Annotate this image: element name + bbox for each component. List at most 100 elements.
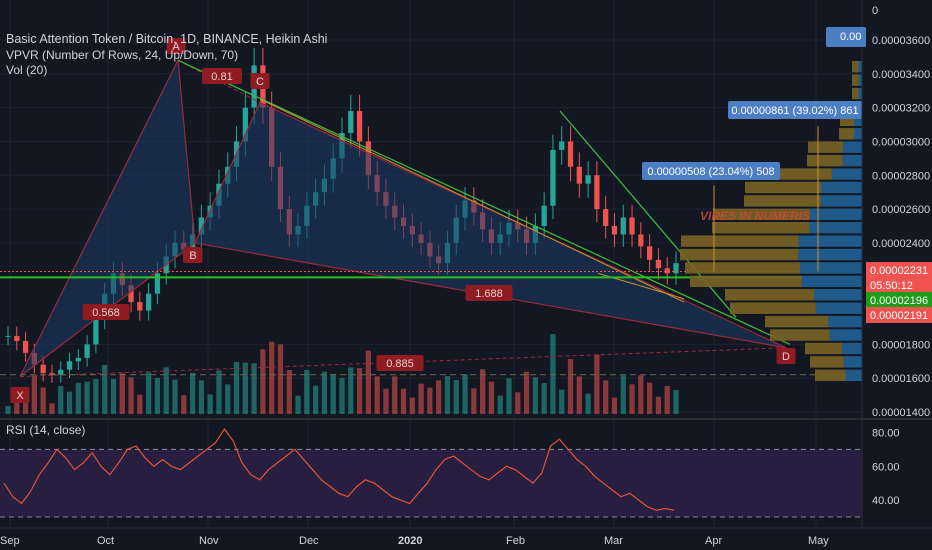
volume-profile-down — [852, 61, 859, 73]
price-tick-label: 0.00003200 — [872, 103, 930, 115]
point-d-label: D — [782, 351, 790, 363]
volume-bar — [128, 377, 134, 414]
volume-profile-up — [858, 87, 862, 100]
vpvr-indicator-label[interactable]: VPVR (Number Of Rows, 24, Up/Down, 70) — [6, 48, 239, 62]
current-price-badge-bg — [866, 262, 932, 278]
watermark-text: VIRES IN NUMERIS — [700, 209, 810, 223]
volume-bar — [137, 394, 143, 414]
trendline-green — [177, 59, 791, 345]
candle-body — [620, 217, 626, 235]
time-axis-label: Apr — [705, 535, 722, 547]
rsi-band — [0, 449, 862, 517]
volume-profile-down — [770, 329, 830, 341]
volume-profile-up — [843, 356, 862, 368]
volume-profile-down — [690, 275, 802, 288]
volume-bar — [145, 372, 152, 414]
candle-body — [5, 335, 11, 337]
volume-profile-up — [800, 262, 862, 274]
volume-bar — [559, 389, 565, 414]
candle-body — [58, 369, 64, 375]
volume-bar — [532, 377, 539, 414]
volume-bar — [233, 362, 240, 414]
candle-body — [664, 268, 670, 274]
volume-bar — [673, 390, 679, 414]
volume-profile-up — [815, 302, 862, 314]
volume-profile-down — [807, 154, 843, 167]
volume-profile-down — [808, 141, 844, 153]
candle-body — [128, 285, 134, 303]
price-tick-label: 0.00001400 — [872, 407, 930, 419]
volume-bar — [49, 403, 55, 414]
volume-bar — [277, 344, 284, 414]
candle-body — [14, 335, 20, 341]
price-tick-label: 0.00002800 — [872, 170, 930, 182]
volume-bar — [189, 373, 196, 414]
volume-bar — [269, 341, 275, 414]
candle-body — [646, 246, 653, 260]
volume-bar — [515, 392, 521, 414]
target-tooltip-2: 0.00000861 (39.02%) 861 — [731, 105, 858, 117]
volume-bar — [58, 386, 64, 414]
target-tooltip-1: 0.00000508 (23.04%) 508 — [647, 166, 774, 178]
volume-profile-down — [815, 369, 846, 381]
volume-bar — [286, 370, 292, 414]
volume-bar — [392, 376, 398, 414]
volume-bar — [84, 381, 90, 414]
volume-bar — [348, 367, 354, 414]
candle-body — [40, 364, 46, 374]
candle-body — [541, 205, 547, 226]
price-tick-label: 0.00001800 — [872, 339, 930, 351]
price-tick-label: 0.00003000 — [872, 136, 930, 148]
time-axis-label: Sep — [0, 535, 20, 547]
pattern-xd — [19, 347, 787, 377]
ratio-xd-label: 0.885 — [386, 358, 414, 370]
candle-body — [242, 107, 248, 142]
point-b-label-bg — [183, 247, 203, 263]
volume-bar — [119, 373, 125, 414]
price-tick-label: 0.00002400 — [872, 238, 930, 250]
volume-bar — [550, 334, 556, 414]
volume-profile-down — [852, 87, 859, 100]
candle-body — [66, 361, 73, 370]
candle-body — [655, 259, 662, 269]
volume-bar — [567, 359, 574, 414]
candle-body — [49, 373, 55, 375]
point-b-label: B — [189, 250, 196, 262]
rsi-indicator-label[interactable]: RSI (14, close) — [6, 423, 86, 437]
volume-bar — [312, 385, 319, 414]
ratio-xa-label-bg — [82, 304, 130, 320]
volume-bar — [383, 388, 389, 414]
volume-profile-up — [798, 248, 862, 261]
price-scale-button[interactable]: 0.00 — [826, 27, 866, 47]
ratio-xa-label: 0.568 — [92, 307, 120, 319]
volume-profile-down — [852, 74, 859, 86]
volume-bar — [655, 396, 662, 414]
volume-profile-down — [840, 114, 855, 127]
ratio-ab-label: 0.81 — [211, 71, 232, 83]
candle-body — [137, 302, 143, 311]
candle-body — [198, 217, 205, 235]
volume-profile-up — [845, 369, 862, 381]
volume-bar — [436, 380, 442, 414]
level-price-badge-bg — [866, 307, 932, 323]
level-price-badge: 0.00002191 — [870, 310, 928, 322]
volume-indicator-label[interactable]: Vol (20) — [6, 63, 48, 77]
support-price-badge-bg — [866, 292, 932, 308]
volume-bar — [251, 363, 257, 414]
volume-profile-down — [745, 181, 822, 194]
point-a-label: A — [172, 41, 180, 53]
candle-body — [550, 149, 556, 206]
candle-body — [629, 217, 635, 235]
volume-profile-down — [685, 262, 801, 274]
candle-body — [603, 209, 609, 226]
volume-profile-up — [821, 181, 862, 194]
candle-body — [576, 166, 582, 184]
candle-body — [93, 319, 99, 345]
volume-profile-up — [858, 74, 862, 86]
volume-profile-down — [805, 342, 843, 355]
volume-profile-down — [725, 289, 815, 301]
volume-bar — [479, 369, 486, 414]
current-price-badge: 0.00002231 — [870, 265, 928, 277]
target-tooltip-1-bg — [642, 162, 780, 180]
